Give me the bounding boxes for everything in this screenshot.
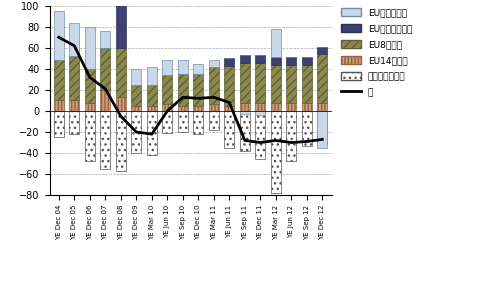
Bar xyxy=(54,111,64,137)
Bar xyxy=(255,102,265,111)
Bar xyxy=(240,63,250,102)
Bar xyxy=(100,31,110,48)
Bar xyxy=(255,63,265,102)
Bar xyxy=(54,11,64,61)
Bar xyxy=(286,102,297,111)
Bar xyxy=(209,61,219,67)
Bar xyxy=(85,102,95,111)
Bar xyxy=(271,111,281,193)
line xyxy=(196,97,201,100)
line xyxy=(289,141,295,144)
Bar xyxy=(162,61,172,75)
Legend: EU以外・就労, EUその他・就労, EU8･就労, EU14･就労, イギリス・就労, 計: EU以外・就労, EUその他・就労, EU8･就労, EU14･就労, イギリス… xyxy=(339,7,414,99)
Bar xyxy=(178,106,188,111)
line xyxy=(87,75,93,79)
Bar xyxy=(162,104,172,111)
Bar xyxy=(193,64,203,74)
line xyxy=(56,36,62,39)
Bar xyxy=(162,111,172,133)
Bar xyxy=(240,55,250,63)
Bar xyxy=(302,57,312,65)
line xyxy=(71,44,77,47)
Bar xyxy=(302,111,312,146)
Bar xyxy=(147,85,157,106)
Bar xyxy=(209,104,219,111)
Bar xyxy=(255,55,265,63)
Bar xyxy=(178,61,188,74)
Bar xyxy=(69,56,79,100)
line xyxy=(211,96,217,99)
Bar xyxy=(178,111,188,132)
Bar xyxy=(240,111,250,114)
Bar xyxy=(224,66,234,106)
Bar xyxy=(85,27,95,69)
Bar xyxy=(131,111,142,153)
Bar xyxy=(54,61,64,100)
Bar xyxy=(193,106,203,111)
Bar xyxy=(240,102,250,111)
Bar xyxy=(100,90,110,111)
line xyxy=(226,101,232,104)
Bar xyxy=(100,111,110,169)
Bar xyxy=(131,106,142,111)
Bar xyxy=(100,48,110,90)
Bar xyxy=(255,111,265,159)
line xyxy=(180,96,186,99)
Bar xyxy=(317,111,327,148)
Bar xyxy=(317,111,327,143)
Bar xyxy=(147,111,157,155)
Bar xyxy=(224,111,234,148)
Bar xyxy=(209,67,219,104)
line xyxy=(164,109,170,113)
Bar xyxy=(131,85,142,106)
Bar xyxy=(224,106,234,111)
Bar xyxy=(271,57,281,65)
Bar xyxy=(193,111,203,134)
Bar xyxy=(271,102,281,111)
Bar xyxy=(116,48,126,97)
Bar xyxy=(193,74,203,106)
Bar xyxy=(240,111,250,151)
Bar xyxy=(302,65,312,102)
Bar xyxy=(286,111,297,162)
Bar xyxy=(131,69,142,85)
Bar xyxy=(317,54,327,102)
line xyxy=(242,139,248,142)
line xyxy=(149,132,155,136)
Bar xyxy=(85,111,95,162)
Bar xyxy=(302,102,312,111)
line xyxy=(273,139,279,142)
line xyxy=(102,87,108,91)
Bar xyxy=(147,67,157,85)
Bar xyxy=(255,111,265,115)
line xyxy=(319,138,325,141)
line xyxy=(257,141,263,144)
Bar xyxy=(69,23,79,56)
Bar xyxy=(69,100,79,111)
Bar xyxy=(286,57,297,65)
Bar xyxy=(162,75,172,104)
Bar xyxy=(271,65,281,102)
Line: line: line xyxy=(59,37,322,143)
Bar xyxy=(209,111,219,130)
Bar xyxy=(317,47,327,54)
line xyxy=(118,115,124,118)
Bar xyxy=(85,69,95,102)
Bar xyxy=(317,102,327,111)
Bar xyxy=(224,58,234,66)
Bar xyxy=(116,97,126,111)
Bar xyxy=(69,111,79,134)
Bar xyxy=(116,111,126,171)
Bar xyxy=(54,100,64,111)
Bar xyxy=(271,29,281,57)
Bar xyxy=(116,3,126,48)
line xyxy=(133,130,139,134)
Bar xyxy=(147,106,157,111)
Bar xyxy=(286,65,297,102)
Bar xyxy=(178,74,188,106)
line xyxy=(304,140,310,143)
